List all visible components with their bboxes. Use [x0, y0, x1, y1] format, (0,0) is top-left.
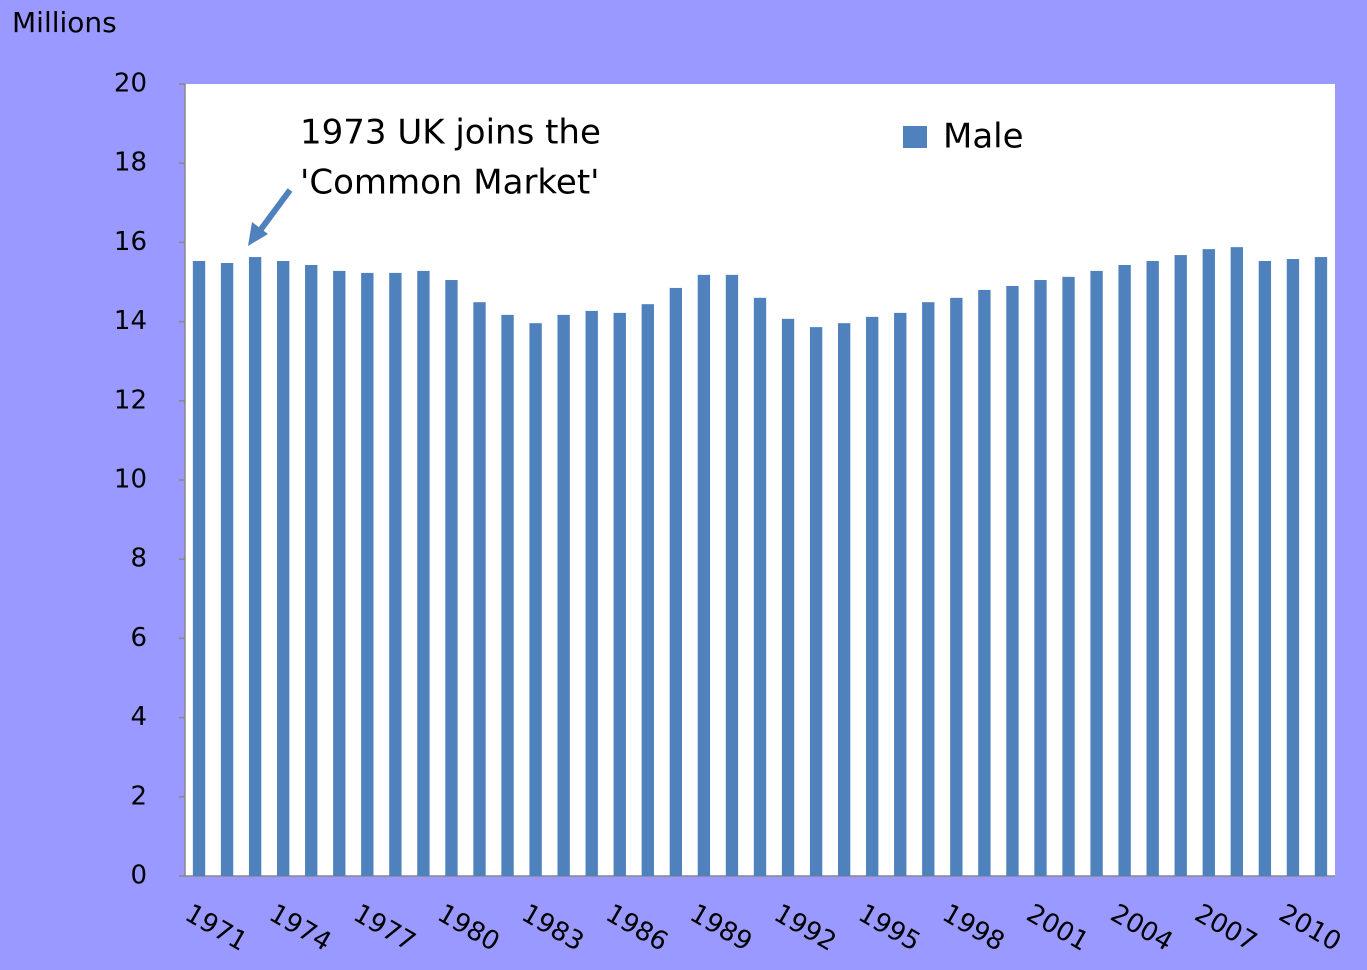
y-tick-label: 2 [130, 781, 147, 811]
bar [1258, 261, 1272, 877]
bar [445, 280, 458, 876]
bar [809, 327, 823, 876]
x-tick-label: 1980 [432, 899, 504, 958]
legend-swatch [903, 126, 927, 148]
bar [1146, 261, 1159, 877]
x-tick-label: 1992 [769, 899, 841, 958]
x-tick-label: 2001 [1021, 899, 1093, 958]
bar [697, 274, 711, 876]
x-tick-label: 1983 [516, 899, 588, 958]
y-tick-label: 12 [114, 385, 147, 415]
y-tick-label: 6 [130, 623, 147, 653]
x-tick-label: 1986 [601, 899, 673, 958]
bar [837, 323, 851, 877]
bar [557, 314, 570, 876]
x-tick-label: 2010 [1274, 899, 1346, 958]
y-tick-label: 20 [114, 69, 147, 99]
x-tick-label: 1989 [685, 899, 757, 958]
bar [1174, 255, 1187, 876]
bar [473, 302, 486, 876]
bar [417, 270, 430, 876]
bar [220, 262, 234, 876]
bar [333, 270, 346, 876]
y-tick-label: 4 [130, 702, 147, 732]
bar [305, 264, 318, 876]
bar [1202, 249, 1215, 876]
y-tick-label: 8 [130, 544, 147, 574]
bar [894, 312, 907, 876]
bar [361, 272, 374, 877]
annotation-arrow [253, 188, 293, 238]
x-tick-label: 2004 [1105, 899, 1177, 958]
bar [1286, 259, 1300, 877]
y-tick-label: 14 [114, 306, 147, 336]
bar [753, 297, 767, 877]
bar [1034, 280, 1047, 876]
x-tick-label: 1995 [853, 899, 925, 958]
y-tick-label: 18 [114, 148, 147, 178]
bar [585, 310, 598, 877]
bar [669, 287, 683, 876]
annotation-arrowhead [248, 222, 268, 246]
bar [613, 312, 626, 876]
annotation: 1973 UK joins the [300, 113, 601, 153]
x-tick-label: 1974 [264, 899, 336, 958]
y-tick-label: 0 [130, 861, 147, 891]
bar [389, 272, 402, 877]
bar [248, 257, 262, 876]
bar [529, 323, 542, 877]
bar [1062, 276, 1075, 876]
bar [1314, 257, 1328, 876]
bar [922, 302, 935, 876]
bar [950, 297, 963, 877]
bar [866, 316, 879, 876]
bar [781, 318, 795, 876]
x-tick-label: 2007 [1190, 899, 1262, 958]
legend-label: Male [943, 117, 1024, 157]
bar [501, 314, 514, 876]
bar [192, 261, 206, 877]
x-tick-label: 1971 [180, 899, 252, 958]
bar [1118, 264, 1131, 876]
x-tick-label: 1998 [937, 899, 1009, 958]
bar [1090, 270, 1103, 876]
annotation: 'Common Market' [300, 163, 600, 203]
bar [1006, 285, 1019, 877]
bar [725, 274, 739, 876]
y-tick-label: 16 [114, 227, 147, 257]
y-axis-label: Millions [12, 6, 117, 39]
bar [978, 289, 991, 876]
bar [277, 261, 290, 877]
bar [641, 304, 654, 876]
bar [1230, 247, 1243, 877]
x-tick-label: 1977 [348, 899, 420, 958]
y-tick-label: 10 [114, 465, 147, 495]
